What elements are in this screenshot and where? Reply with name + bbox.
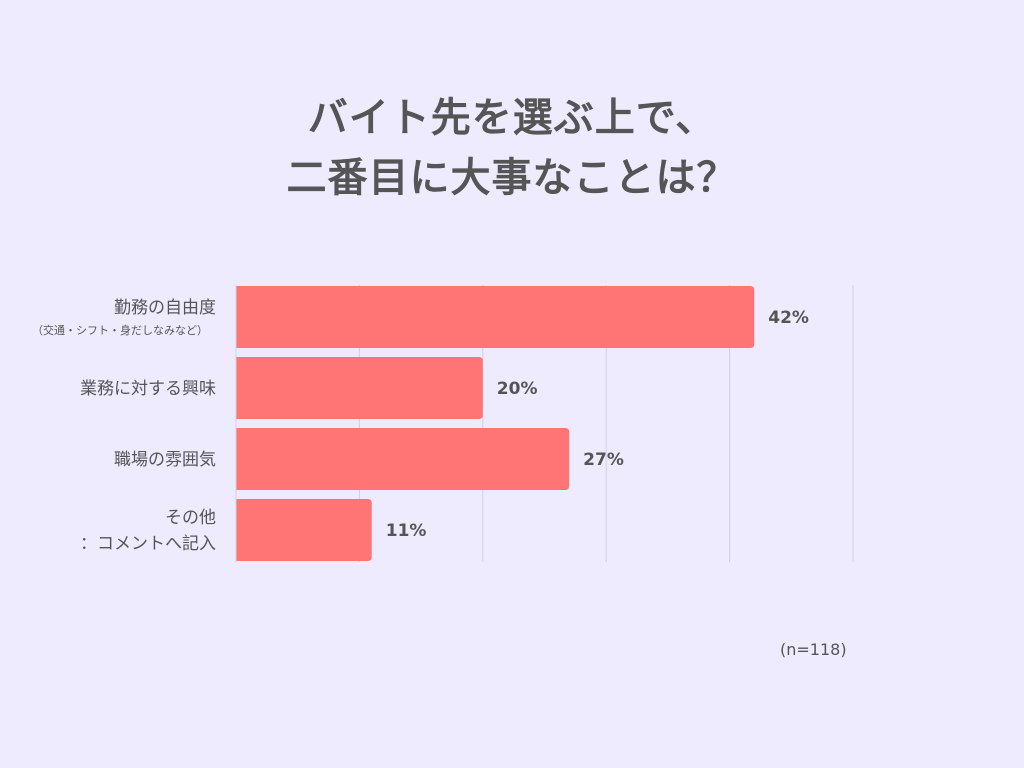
sample-size-note: (n=118) xyxy=(780,640,847,659)
chart-title-line-2: 二番目に大事なことは？ xyxy=(286,155,738,201)
bar-3 xyxy=(236,499,372,561)
category-label-1: 業務に対する興味 xyxy=(80,379,216,399)
category-label-3-line-0: その他 xyxy=(165,508,216,528)
bar-1 xyxy=(236,357,483,419)
value-label-2: 27% xyxy=(583,450,624,470)
category-label-0: 勤務の自由度 xyxy=(114,298,216,318)
value-label-0: 42% xyxy=(768,308,809,328)
category-label-3-line-1: ：コメントへ記入 xyxy=(80,534,216,554)
category-sublabel-0: （交通・シフト・身だしなみなど） xyxy=(32,323,208,337)
value-label-3: 11% xyxy=(386,521,427,541)
chart-title: バイト先を選ぶ上で、 二番目に大事なことは？ xyxy=(0,88,1024,208)
bar-0 xyxy=(236,286,755,348)
value-label-1: 20% xyxy=(497,379,538,399)
chart-title-line-1: バイト先を選ぶ上で、 xyxy=(307,95,717,141)
category-label-2: 職場の雰囲気 xyxy=(114,450,216,470)
bar-2 xyxy=(236,428,570,490)
